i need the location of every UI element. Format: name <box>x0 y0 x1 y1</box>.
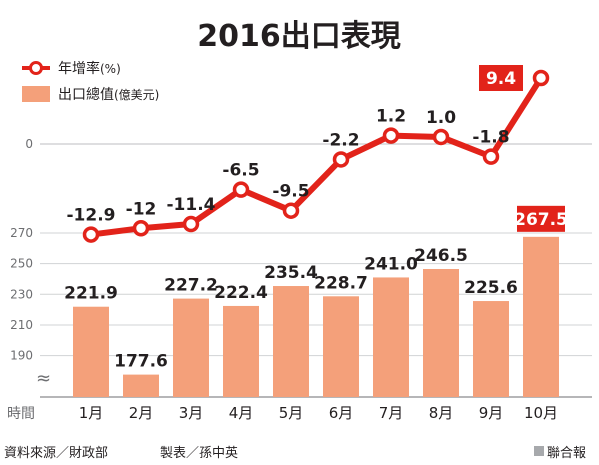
line-value-label: -1.8 <box>472 128 509 148</box>
line-value-label: -6.5 <box>222 161 259 181</box>
bar <box>73 306 109 397</box>
bar-value-label: 235.4 <box>264 263 318 283</box>
line-y-tick-label: 0 <box>25 137 33 151</box>
bar-value-label: 267.5 <box>514 210 568 230</box>
legend-line-name: 年增率 <box>58 60 100 77</box>
bar-highlight-box <box>517 205 565 232</box>
bar-value-label: 225.6 <box>464 278 518 298</box>
x-tick-label: 8月 <box>429 404 454 422</box>
legend-bar-unit: (億美元) <box>114 88 159 102</box>
bar <box>123 374 159 397</box>
line-value-label: -11.4 <box>167 195 216 215</box>
x-tick-label: 7月 <box>379 404 404 422</box>
line-point <box>182 215 200 233</box>
bar <box>423 269 459 397</box>
legend-bar-name: 出口總值 <box>58 86 114 103</box>
legend-line-marker <box>29 61 43 75</box>
x-tick-label: 10月 <box>524 404 558 422</box>
publisher-square-icon <box>534 446 544 456</box>
line-point <box>432 128 450 146</box>
line-value-label: -9.5 <box>272 182 309 202</box>
bar <box>223 305 259 397</box>
chart-title: 2016出口表現 <box>197 19 401 54</box>
legend-line-label: 年增率(%) <box>58 60 121 77</box>
line-point <box>132 220 150 237</box>
line-point <box>532 69 550 87</box>
line-value-label: 1.2 <box>376 107 406 127</box>
line-path <box>90 76 544 238</box>
bar-y-tick-label: 210 <box>10 318 33 332</box>
footer-source: 資料來源／財政部 <box>4 446 108 461</box>
x-axis: 時間 1月 2月 3月 4月 5月 6月 7月 8月 9月 10月 <box>7 404 558 422</box>
bar-value-label: 177.6 <box>114 352 168 372</box>
line-value-label: 1.0 <box>426 108 456 128</box>
x-tick-label: 9月 <box>479 404 504 422</box>
line-value-label: -12.9 <box>67 206 116 226</box>
line-series <box>82 69 550 243</box>
line-point <box>282 202 300 219</box>
bar-value-label: 246.5 <box>414 246 468 266</box>
x-axis-title: 時間 <box>7 406 35 422</box>
x-tick-label: 4月 <box>229 404 254 422</box>
x-tick-label: 1月 <box>79 404 104 422</box>
data-labels: 221.9 177.6 227.2222.4235.4228.7241.0246.5… <box>64 65 568 372</box>
x-tick-label: 5月 <box>279 404 304 422</box>
bar-value-label: 241.0 <box>364 254 418 274</box>
line-value-label: -12 <box>126 199 157 219</box>
footer-maker: 製表／孫中英 <box>160 446 238 461</box>
x-tick-label: 2月 <box>129 404 154 422</box>
line-point <box>482 148 500 165</box>
line-point <box>232 181 250 198</box>
bar-value-label: 228.7 <box>314 273 368 293</box>
line-point <box>332 151 350 168</box>
line-highlight-box <box>479 65 523 91</box>
bar <box>373 277 409 397</box>
bar-series <box>73 236 559 397</box>
bar-y-tick-label: 190 <box>10 349 33 363</box>
bar-y-tick-label: 270 <box>10 226 33 240</box>
bar <box>473 301 509 397</box>
x-tick-label: 3月 <box>179 404 204 422</box>
line-point <box>82 226 100 243</box>
legend-bar-swatch <box>22 86 50 102</box>
bar <box>173 298 209 397</box>
bar <box>323 296 359 397</box>
legend-bar-label: 出口總值(億美元) <box>58 86 159 103</box>
footer: 資料來源／財政部 製表／孫中英 聯合報 <box>4 446 586 461</box>
bar <box>523 236 559 397</box>
x-tick-label: 6月 <box>329 404 354 422</box>
line-value-label: -2.2 <box>322 130 359 150</box>
bar-value-label: 227.2 <box>164 276 218 296</box>
bar-value-label: 221.9 <box>64 284 118 304</box>
axis-break-symbol: ≈ <box>36 368 51 389</box>
bar-y-tick-label: 230 <box>10 287 33 301</box>
bar <box>273 286 309 397</box>
line-point <box>382 127 400 144</box>
bar-y-tick-label: 250 <box>10 257 33 271</box>
bar-value-label: 222.4 <box>214 283 268 303</box>
legend-line-unit: (%) <box>100 62 121 76</box>
line-value-label: 9.4 <box>486 69 516 89</box>
legend: 年增率(%) 出口總值(億美元) <box>22 60 159 103</box>
footer-publisher: 聯合報 <box>547 446 586 461</box>
